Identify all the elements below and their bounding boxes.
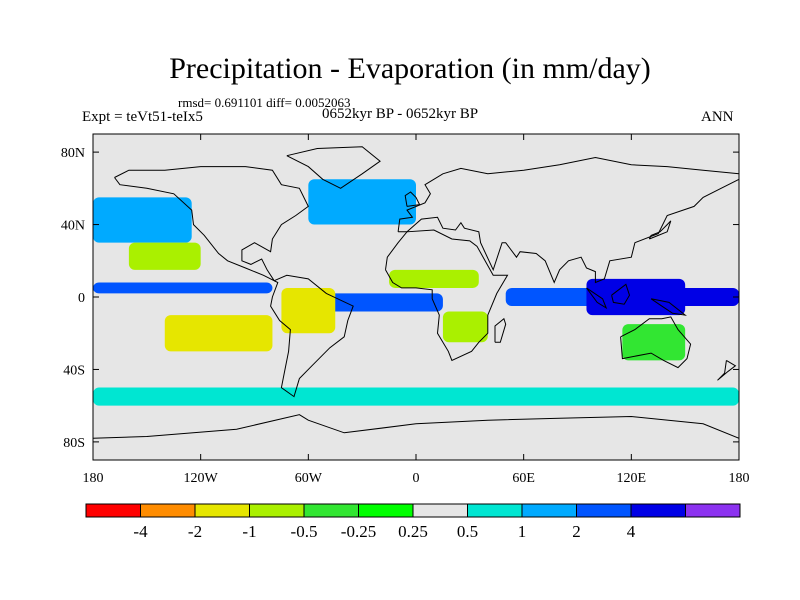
colorbar-label: 1 [518,522,527,541]
coastline-madagascar [494,317,507,343]
coastline-new-guinea [650,298,687,316]
field-region-north-pacific-storm-track [93,197,192,243]
coastline-new-zealand [717,359,737,381]
field-region-sahel [389,269,479,288]
colorbar-swatch [85,503,141,518]
field-region-maritime-continent [586,278,686,316]
colorbar-swatch [576,503,632,518]
period-label: 0652kyr BP - 0652kyr BP [322,106,479,122]
colorbar: -4 -2 -1 -0.5 -0.25 0.25 0.5 1 2 4 [85,503,741,541]
season-label: ANN [701,109,734,125]
field-region-southern-africa [442,311,488,343]
field-region-itcz-atlantic [326,293,443,312]
colorbar-swatch [412,503,468,518]
field-layer [93,179,739,406]
y-tick-label: 80N [61,146,85,161]
colorbar-swatch [630,503,686,518]
coastline-antarctica [93,414,739,439]
coastline-south-america [270,274,354,398]
field-region-subtropical-south-pacific [164,315,273,352]
colorbar-label: 2 [572,522,581,541]
x-tick-label: 60E [512,471,535,486]
coastline-australia [620,316,692,369]
y-tick-label: 80S [63,436,85,451]
colorbar-swatch [249,503,305,518]
chart-title: Precipitation - Evaporation (in mm/day) [169,52,651,85]
coastline-sumatra [586,287,608,310]
x-tick-label: 120E [617,471,647,486]
colorbar-label: -4 [133,522,148,541]
colorbar-label: -0.25 [341,522,376,541]
colorbar-swatch [358,503,414,518]
field-region-north-atlantic-storm-track [308,179,416,225]
colorbar-swatch [194,503,250,518]
field-region-southern-ocean-storm-track [93,387,739,406]
x-tick-label: 60W [295,471,323,486]
colorbar-swatch [303,503,359,518]
colorbar-label: 0.25 [398,522,428,541]
y-tick-label: 40N [61,219,85,234]
coastline-layer [93,146,739,439]
coastline-uk [404,191,421,207]
field-region-equatorial-pacific-positive [93,282,273,294]
coastline-borneo [611,283,631,305]
colorbar-swatch [467,503,523,518]
y-tick-label: 0 [78,291,85,306]
field-region-western-pacific-warm-pool [667,287,739,307]
x-tick-label: 180 [729,471,750,486]
experiment-label: Expt = teVt51-teIx5 [82,109,203,125]
colorbar-swatch [685,503,741,518]
coastline-japan [648,220,672,240]
field-region-subtropical-north-pacific [128,242,201,270]
colorbar-swatch [140,503,196,518]
coastline-africa [385,229,509,362]
coastline-greenland [286,146,381,189]
stats-label: rmsd= 0.691101 diff= 0.0052063 [178,95,351,110]
coastline-eurasia [397,156,739,284]
y-tick-label: 40S [63,363,85,378]
axes-layer: 180 120W 60W 0 60E 120E 180 80N 40N 0 40S 80S [61,134,750,486]
field-region-australia [622,324,686,361]
x-tick-label: 180 [83,471,104,486]
colorbar-swatch [521,503,577,518]
x-tick-label: 0 [413,471,420,486]
coastline-north-america [114,166,309,282]
colorbar-label: -0.5 [291,522,318,541]
field-region-amazon [281,287,336,334]
colorbar-label: -1 [242,522,256,541]
colorbar-label: -2 [188,522,202,541]
colorbar-label: 4 [627,522,636,541]
colorbar-label: 0.5 [457,522,478,541]
x-tick-label: 120W [184,471,219,486]
